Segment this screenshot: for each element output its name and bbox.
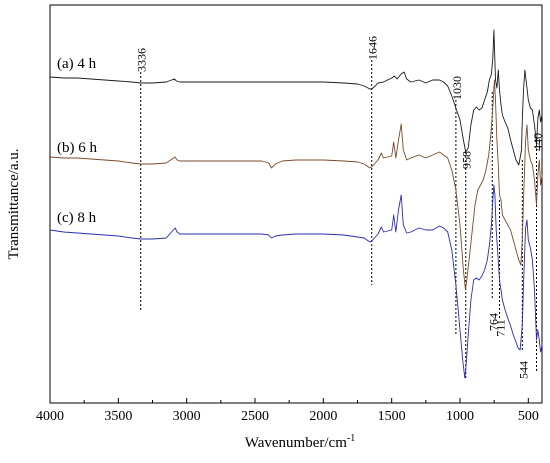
- x-axis-ticks: 4000 3500 3000 2500 2000 1500 1000 500: [36, 398, 539, 424]
- x-tick-label: 2000: [309, 409, 337, 424]
- x-tick-label: 2500: [241, 409, 269, 424]
- x-axis-title: Wavenumber/cm-1: [245, 433, 355, 451]
- x-tick-label: 500: [518, 409, 539, 424]
- peak-label-764: 764: [486, 313, 500, 331]
- series-line-2: [49, 79, 543, 291]
- x-tick-label: 3000: [173, 409, 201, 424]
- peak-label-1030: 1030: [450, 76, 464, 100]
- series-line-3: [49, 184, 543, 379]
- peak-label-3336: 3336: [135, 48, 149, 72]
- series-label-2: (b) 6 h: [57, 140, 97, 156]
- peak-label-440: 440: [531, 133, 545, 151]
- series-label-1: (a) 4 h: [57, 56, 97, 72]
- peak-label-958: 958: [460, 151, 474, 169]
- y-axis-title: Transmittance/a.u.: [6, 148, 22, 259]
- series-layer: [49, 29, 543, 379]
- series-label-3: (c) 8 h: [57, 210, 97, 226]
- x-tick-label: 4000: [36, 409, 64, 424]
- peak-label-544: 544: [516, 361, 530, 379]
- peak-label-711: 711: [493, 319, 507, 337]
- series-labels: (a) 4 h (b) 6 h (c) 8 h: [57, 56, 97, 226]
- peak-label-1646: 1646: [366, 36, 380, 60]
- x-tick-label: 3500: [104, 409, 132, 424]
- x-tick-label: 1500: [378, 409, 406, 424]
- x-tick-label: 1000: [446, 409, 474, 424]
- series-line-1: [49, 29, 543, 166]
- plot-frame: [49, 4, 543, 404]
